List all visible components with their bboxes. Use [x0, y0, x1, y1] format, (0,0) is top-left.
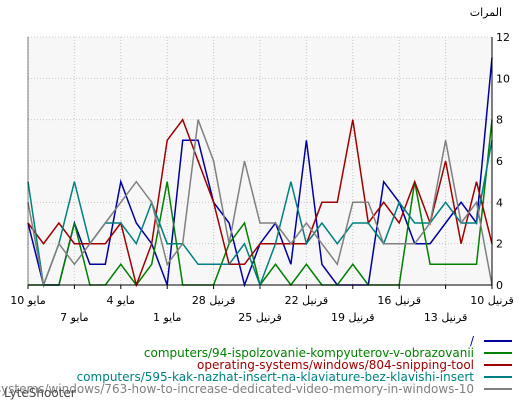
x-tick-label: 22 قرنيل [285, 294, 329, 307]
y-tick-label: 6 [496, 155, 503, 168]
legend-entry: computers/595-kak-nazhat-insert-na-klavi… [77, 370, 475, 384]
x-tick-label: 13 قرنيل [424, 311, 468, 324]
series-line-5 [27, 119, 493, 288]
legend-entry: computers/94-ispolzovanie-kompyuterov-v-… [144, 346, 474, 360]
x-tick-label: 10 مايو [10, 294, 46, 307]
legend-entry: operating-systems/windows/804-snipping-t… [197, 358, 474, 372]
legend: /computers/94-ispolzovanie-kompyuterov-v… [0, 334, 512, 396]
x-tick-label: 4 مايو [107, 294, 136, 307]
y-axis-label: المرات [470, 6, 502, 19]
x-tick-label: 28 قرنيل [192, 294, 236, 307]
x-tick-label: 7 مايو [60, 311, 89, 324]
y-axis-ticks: 0 2 4 6 8 10 12 [496, 31, 510, 292]
x-tick-label: 1 مايو [153, 311, 182, 324]
x-tick-label: 25 قرنيل [238, 311, 282, 324]
x-tick-label: 19 قرنيل [331, 311, 375, 324]
watermark: LyteShooter [4, 386, 76, 400]
y-tick-label: 10 [496, 72, 510, 85]
x-tick-label: 10 قرنيل [470, 294, 514, 307]
y-tick-label: 12 [496, 31, 510, 44]
axes [27, 37, 493, 289]
x-tick-label: 16 قرنيل [377, 294, 421, 307]
y-tick-label: 4 [496, 196, 503, 209]
legend-entry: operating-systems/windows/763-how-to-inc… [0, 382, 474, 396]
y-tick-label: 2 [496, 238, 503, 251]
series-line-3 [27, 118, 493, 288]
y-tick-label: 0 [496, 279, 503, 292]
y-tick-label: 8 [496, 114, 503, 127]
legend-entry: / [470, 334, 475, 348]
